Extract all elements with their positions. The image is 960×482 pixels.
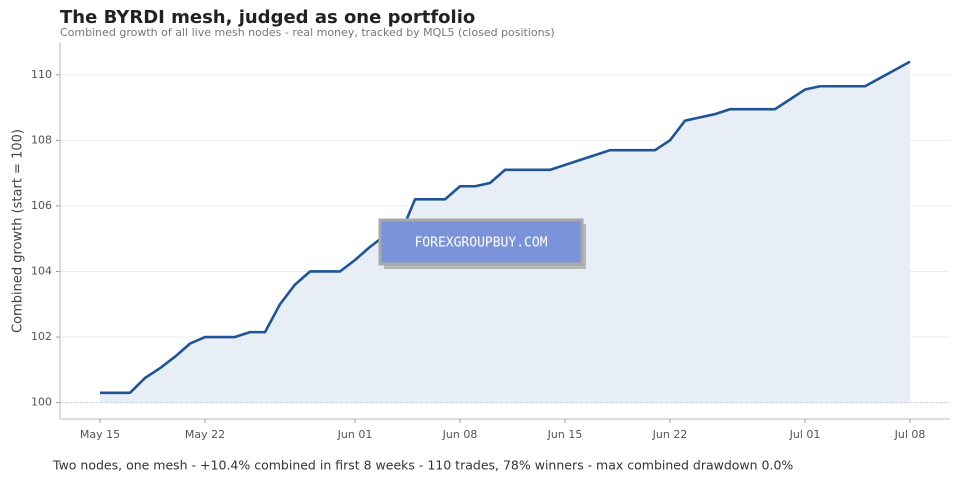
y-tick-label: 106 [31,199,52,212]
chart-title: The BYRDI mesh, judged as one portfolio [60,7,475,28]
chart-subtitle: Combined growth of all live mesh nodes -… [60,26,555,39]
x-tick-label: Jun 22 [652,428,688,441]
x-tick-label: Jun 08 [442,428,478,441]
y-tick-label: 102 [31,330,52,343]
x-tick-label: Jun 15 [547,428,583,441]
y-tick-label: 108 [31,133,52,146]
x-tick-label: Jun 01 [337,428,373,441]
x-tick-label: Jul 08 [894,428,926,441]
y-tick-label: 100 [31,396,52,409]
footer-note: Two nodes, one mesh - +10.4% combined in… [52,458,793,473]
x-tick-label: Jul 01 [789,428,821,441]
watermark-box [378,218,584,266]
y-tick-label: 110 [31,68,52,81]
line [100,60,911,395]
watermark: FOREXGROUPBUY.COM [414,236,547,251]
x-tick-label: May 22 [185,428,225,441]
y-tick-label: 104 [31,264,52,277]
x-tick-label: May 15 [80,428,120,441]
y-axis-label: Combined growth (start = 100) [11,129,26,333]
